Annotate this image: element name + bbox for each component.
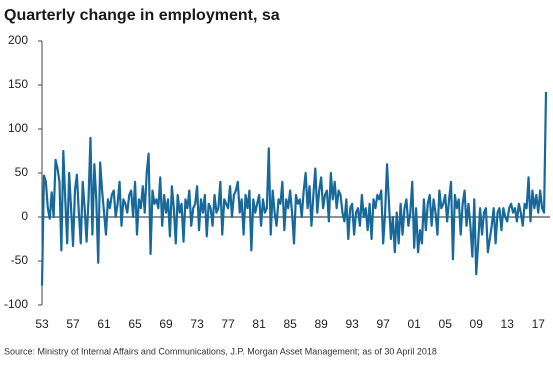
y-tick-label: 100 — [8, 121, 28, 135]
x-tick-label: 81 — [252, 317, 266, 331]
y-tick-label: 50 — [15, 165, 29, 179]
y-tick-label: 0 — [21, 209, 28, 223]
x-tick-label: 73 — [190, 317, 204, 331]
x-tick-label: 13 — [501, 317, 515, 331]
source-note: Source: Ministry of Internal Affairs and… — [4, 346, 437, 356]
y-tick-label: -100 — [4, 297, 28, 311]
x-tick-label: 01 — [408, 317, 422, 331]
x-tick-label: 97 — [376, 317, 390, 331]
x-tick-label: 61 — [97, 317, 111, 331]
x-tick-label: 17 — [532, 317, 546, 331]
x-tick-label: 85 — [283, 317, 297, 331]
x-tick-label: 69 — [159, 317, 173, 331]
x-tick-label: 93 — [345, 317, 359, 331]
data-line — [40, 92, 548, 286]
x-tick-label: 09 — [470, 317, 484, 331]
y-tick-label: -50 — [11, 253, 29, 267]
y-tick-label: 150 — [8, 77, 28, 91]
chart-title: Quarterly change in employment, sa — [4, 7, 280, 24]
x-tick-label: 53 — [35, 317, 49, 331]
x-tick-label: 77 — [221, 317, 235, 331]
y-tick-label: 200 — [8, 33, 28, 47]
x-tick-label: 05 — [439, 317, 453, 331]
x-tick-label: 57 — [66, 317, 80, 331]
x-tick-label: 65 — [128, 317, 142, 331]
x-tick-label: 89 — [314, 317, 328, 331]
